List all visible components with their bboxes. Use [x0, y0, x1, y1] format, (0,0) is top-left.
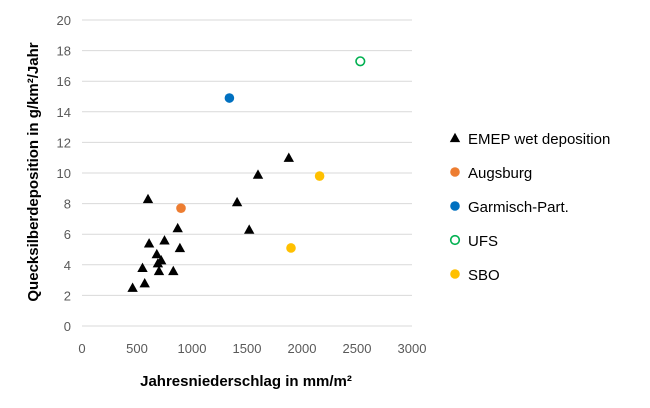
data-point — [168, 265, 179, 276]
data-point — [224, 93, 235, 103]
data-point — [286, 243, 296, 253]
data-points — [127, 56, 366, 292]
legend-marker — [449, 132, 461, 143]
data-point — [159, 235, 170, 245]
data-point — [127, 282, 138, 292]
x-tick-label: 1000 — [178, 341, 207, 356]
legend-label: UFS — [468, 233, 498, 250]
legend-marker — [450, 201, 460, 211]
data-point — [252, 169, 264, 179]
data-point — [137, 262, 148, 273]
y-tick-label: 10 — [57, 166, 71, 181]
data-point — [142, 193, 154, 204]
y-tick-label: 2 — [64, 288, 71, 303]
legend-label: Garmisch-Part. — [468, 199, 569, 216]
legend-marker — [450, 269, 460, 279]
y-tick-label: 12 — [57, 135, 71, 150]
data-point — [153, 265, 165, 276]
y-tick-label: 20 — [57, 13, 71, 28]
x-axis-title: Jahresniederschlag in mm/m² — [140, 373, 352, 390]
legend: EMEP wet deposition Augsburg Garmisch-Part… — [449, 131, 610, 284]
data-point — [283, 152, 294, 162]
y-axis-title: Quecksilberdeposition in g/km²/Jahr — [25, 42, 42, 301]
data-point — [143, 238, 155, 248]
data-point — [355, 56, 366, 67]
y-tick-label: 4 — [64, 258, 71, 273]
data-point — [314, 171, 325, 181]
data-point — [231, 196, 243, 207]
x-tick-label: 2500 — [343, 341, 372, 356]
x-tick-label: 1500 — [233, 341, 262, 356]
y-tick-label: 18 — [57, 44, 71, 59]
y-tick-label: 0 — [64, 319, 71, 334]
x-tick-label: 500 — [126, 341, 148, 356]
legend-label: SBO — [468, 267, 500, 284]
tick-labels: 0 2 4 6 8 10 12 14 16 18 20 0 500 1000 1500 2000 2500 300… — [57, 13, 427, 356]
legend-label: Augsburg — [468, 165, 532, 182]
legend-marker — [450, 167, 460, 177]
y-tick-label: 6 — [64, 227, 71, 242]
data-point — [156, 255, 167, 265]
data-point — [139, 277, 150, 288]
data-point — [174, 242, 186, 253]
y-tick-label: 16 — [57, 74, 71, 89]
data-point — [244, 224, 255, 234]
x-tick-label: 0 — [78, 341, 85, 356]
data-point — [172, 222, 183, 233]
grid-layer — [82, 19, 412, 327]
x-tick-label: 2000 — [288, 341, 317, 356]
legend-marker — [449, 234, 461, 246]
legend-label: EMEP wet deposition — [468, 131, 610, 148]
data-point — [176, 203, 186, 213]
y-tick-label: 8 — [64, 197, 71, 212]
y-tick-label: 14 — [57, 105, 71, 120]
data-point — [151, 248, 162, 259]
x-tick-label: 3000 — [398, 341, 427, 356]
